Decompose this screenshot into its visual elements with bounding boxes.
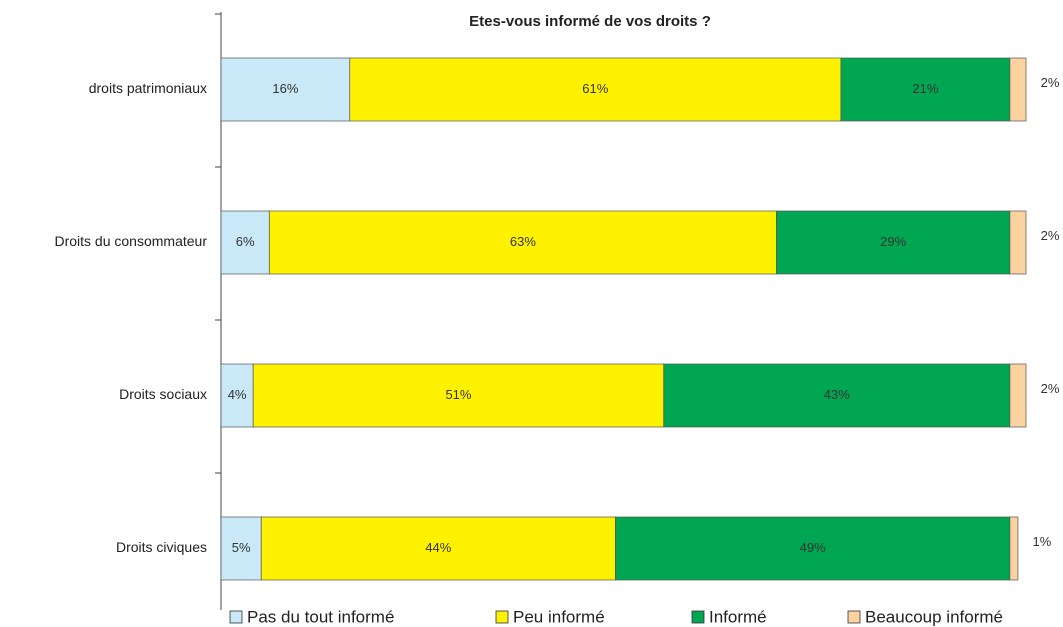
data-label: 29% [880, 234, 906, 249]
bar-segment [1009, 516, 1019, 581]
data-label: 5% [232, 540, 251, 555]
category-label: Droits du consommateur [54, 233, 207, 249]
data-label: 2% [1041, 381, 1060, 396]
bar-segment [1009, 363, 1027, 428]
bar-segment [220, 57, 351, 122]
data-label: 49% [800, 540, 826, 555]
category-label: Droits sociaux [119, 386, 207, 402]
legend-swatch [229, 610, 243, 624]
bar-segment [615, 516, 1011, 581]
data-label: 21% [912, 81, 938, 96]
bar-segment [840, 57, 1011, 122]
chart-title: Etes-vous informé de vos droits ? [469, 13, 711, 30]
bar-segment [1009, 57, 1027, 122]
data-label: 1% [1033, 534, 1052, 549]
data-label: 16% [272, 81, 298, 96]
category-label: droits patrimoniaux [89, 80, 207, 96]
data-label: 61% [582, 81, 608, 96]
data-label: 44% [425, 540, 451, 555]
bar-segment [349, 57, 842, 122]
data-label: 2% [1041, 75, 1060, 90]
legend-label: Pas du tout informé [247, 607, 394, 626]
bar-segment [663, 363, 1011, 428]
legend-label: Peu informé [513, 607, 605, 626]
legend-swatch [691, 610, 705, 624]
bar-segment [1009, 210, 1027, 275]
data-label: 2% [1041, 228, 1060, 243]
legend-label: Informé [709, 607, 767, 626]
data-label: 63% [510, 234, 536, 249]
legend-swatch [495, 610, 509, 624]
bar-segment [260, 516, 616, 581]
data-label: 6% [236, 234, 255, 249]
legend-label: Beaucoup informé [865, 607, 1003, 626]
category-label: Droits civiques [116, 539, 207, 555]
data-label: 4% [228, 387, 247, 402]
bar-segment [220, 210, 270, 275]
bar-segment [268, 210, 777, 275]
bar-segment [776, 210, 1011, 275]
data-label: 43% [824, 387, 850, 402]
legend-swatch [847, 610, 861, 624]
data-label: 51% [445, 387, 471, 402]
